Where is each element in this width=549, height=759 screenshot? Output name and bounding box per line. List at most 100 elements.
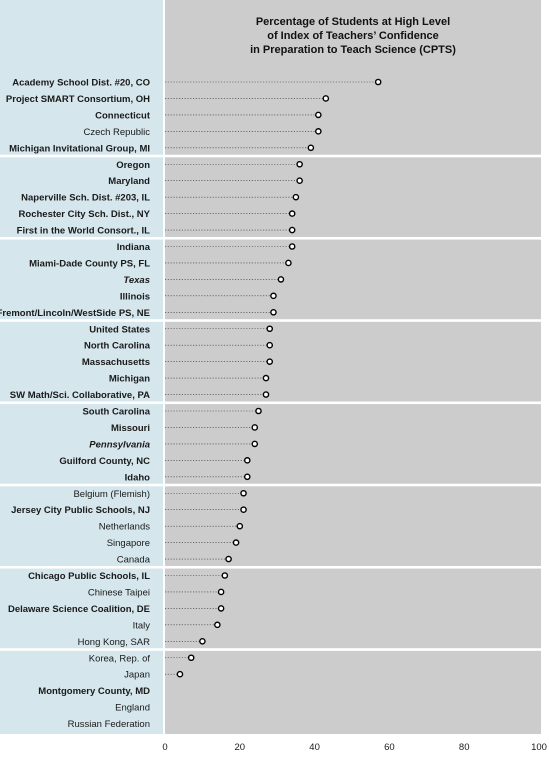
data-point bbox=[307, 144, 315, 152]
category-label: Texas bbox=[123, 275, 150, 286]
data-point bbox=[270, 292, 277, 300]
category-label: Chicago Public Schools, IL bbox=[28, 571, 150, 582]
group-separator bbox=[0, 319, 541, 322]
group-separator bbox=[0, 565, 541, 569]
category-label: Czech Republic bbox=[83, 127, 150, 138]
group-separator bbox=[0, 648, 541, 651]
data-point bbox=[266, 358, 274, 365]
category-label: Idaho bbox=[125, 472, 151, 483]
category-label: Indiana bbox=[117, 242, 151, 253]
category-label: Oregon bbox=[116, 160, 150, 171]
data-point bbox=[199, 638, 206, 645]
category-label: Missouri bbox=[111, 423, 150, 434]
data-point bbox=[176, 670, 184, 678]
data-point bbox=[243, 457, 251, 464]
chart-title-line-2: of Index of Teachers’ Confidence bbox=[267, 30, 439, 42]
category-label: Illinois bbox=[120, 291, 150, 302]
data-point bbox=[322, 95, 330, 102]
category-label: Chinese Taipei bbox=[88, 587, 150, 598]
category-label: United States bbox=[89, 324, 150, 335]
data-point bbox=[255, 407, 262, 415]
data-point bbox=[240, 489, 247, 497]
data-point bbox=[251, 424, 259, 431]
x-tick-label: 20 bbox=[235, 742, 246, 753]
category-label: Naperville Sch. Dist. #203, IL bbox=[21, 193, 150, 204]
data-point bbox=[270, 308, 277, 316]
category-label: Delaware Science Coalition, DE bbox=[8, 604, 150, 615]
category-label: Singapore bbox=[107, 538, 150, 549]
data-point bbox=[262, 374, 270, 382]
data-point bbox=[236, 522, 244, 530]
category-label: Project SMART Consortium, OH bbox=[6, 94, 150, 105]
data-point bbox=[243, 473, 251, 481]
category-label: England bbox=[115, 703, 150, 714]
category-label: Italy bbox=[133, 620, 151, 631]
data-point bbox=[225, 555, 232, 563]
data-point bbox=[214, 621, 221, 629]
category-label: Jersey City Public Schools, NJ bbox=[11, 505, 150, 516]
data-point bbox=[221, 572, 229, 579]
data-point bbox=[187, 654, 195, 662]
data-point bbox=[240, 506, 247, 514]
data-point bbox=[266, 341, 274, 349]
x-tick-label: 60 bbox=[384, 742, 395, 753]
data-point bbox=[292, 193, 300, 201]
category-label: Pennsylvania bbox=[89, 439, 150, 450]
data-point bbox=[232, 539, 240, 546]
category-label: Academy School Dist. #20, CO bbox=[12, 78, 150, 89]
category-label: Fremont/Lincoln/WestSide PS, NE bbox=[0, 308, 150, 319]
x-tick-label: 0 bbox=[162, 742, 167, 753]
data-point bbox=[296, 160, 303, 168]
category-label: Canada bbox=[117, 555, 151, 566]
data-point bbox=[288, 243, 296, 250]
chart-title-line-1: Percentage of Students at High Level bbox=[256, 16, 450, 28]
category-label: Massachusetts bbox=[82, 357, 150, 368]
data-point bbox=[374, 78, 382, 86]
category-label: Montgomery County, MD bbox=[38, 686, 150, 697]
category-label: Michigan bbox=[109, 374, 150, 385]
x-tick-label: 80 bbox=[459, 742, 470, 753]
data-point bbox=[315, 111, 322, 119]
category-label: Connecticut bbox=[95, 110, 151, 121]
category-label: Belgium (Flemish) bbox=[73, 489, 150, 500]
category-label: Rochester City Sch. Dist., NY bbox=[19, 209, 151, 220]
x-tick-label: 40 bbox=[309, 742, 320, 753]
data-point bbox=[288, 226, 296, 234]
category-label: Russian Federation bbox=[68, 719, 150, 730]
group-separator bbox=[0, 236, 541, 240]
category-label: Miami-Dade County PS, FL bbox=[29, 258, 150, 269]
category-label: Japan bbox=[124, 670, 150, 681]
data-point bbox=[217, 588, 225, 596]
data-point bbox=[266, 325, 274, 333]
x-tick-label: 100 bbox=[531, 742, 547, 753]
category-label: Michigan Invitational Group, MI bbox=[9, 143, 150, 154]
group-separator bbox=[0, 154, 541, 158]
group-separator bbox=[0, 483, 541, 487]
label-panel bbox=[0, 0, 163, 734]
data-point bbox=[288, 210, 296, 217]
category-label: Hong Kong, SAR bbox=[78, 637, 150, 648]
data-point bbox=[296, 177, 303, 184]
category-label: Guilford County, NC bbox=[59, 456, 150, 467]
category-label: Maryland bbox=[108, 176, 150, 187]
category-label: Netherlands bbox=[99, 522, 150, 533]
data-rows: Academy School Dist. #20, CO Project SMAR… bbox=[0, 78, 382, 730]
data-point bbox=[315, 128, 322, 135]
category-label: North Carolina bbox=[84, 341, 151, 352]
group-separators bbox=[0, 154, 541, 651]
chart-title: Percentage of Students at High Level of … bbox=[250, 16, 456, 56]
group-separator bbox=[0, 401, 541, 405]
category-label: First in the World Consort., IL bbox=[17, 226, 151, 237]
plot-area bbox=[165, 0, 541, 734]
category-label: South Carolina bbox=[82, 407, 150, 418]
chart-title-line-3: in Preparation to Teach Science (CPTS) bbox=[250, 44, 456, 56]
data-point bbox=[262, 391, 270, 398]
x-axis: 0 20 40 60 80 100 bbox=[162, 742, 547, 753]
data-point bbox=[217, 605, 225, 612]
category-label: SW Math/Sci. Collaborative, PA bbox=[10, 390, 150, 401]
category-label: Korea, Rep. of bbox=[89, 653, 151, 664]
data-point bbox=[277, 276, 285, 283]
data-point bbox=[251, 440, 259, 448]
data-point bbox=[285, 259, 292, 267]
